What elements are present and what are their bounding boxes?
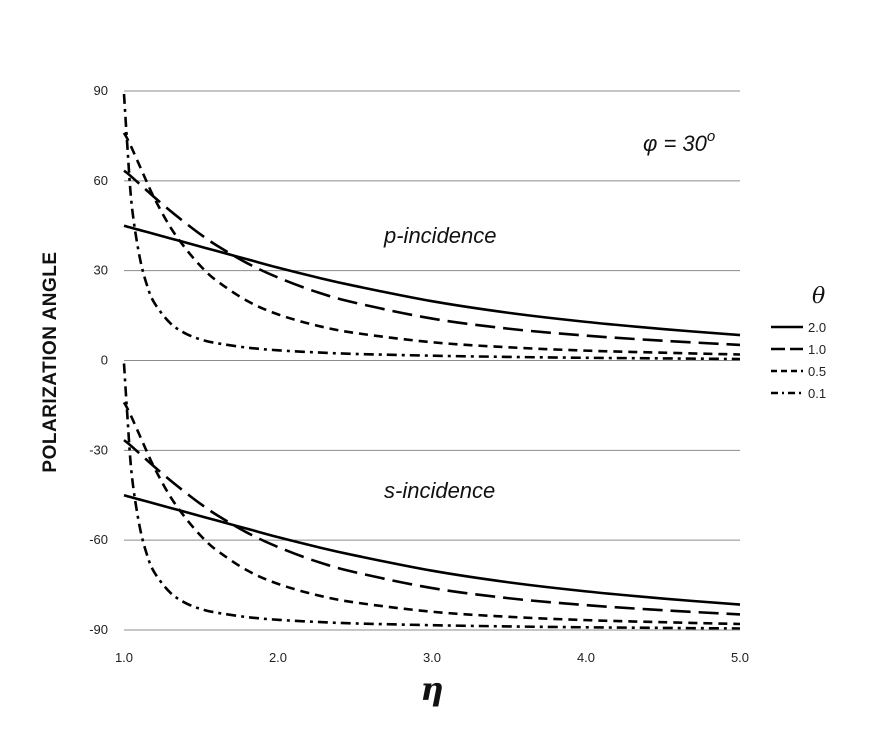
p-incidence-label: p-incidence [383,223,497,248]
series-line-p-incidence-theta-2.0 [123,224,741,337]
y-axis-label: POLARIZATION ANGLE [40,251,61,472]
legend-label-0.1: 0.1 [808,386,826,401]
series-line-s-incidence-theta-1.0 [123,439,741,616]
series-line-s-incidence-theta-2.0 [123,494,741,606]
series-line-p-incidence-theta-0.5 [122,132,741,356]
phi-annotation-text: φ = 30 [643,131,708,156]
y-tick-labels: 90 60 30 0 -30 -60 -90 [89,83,108,637]
legend-label-1.0: 1.0 [808,342,826,357]
legend-title: θ [812,284,825,309]
y-tick-label: 90 [94,83,108,98]
y-tick-label: 60 [94,173,108,188]
x-tick-label: 4.0 [577,650,595,665]
series-line-p-incidence-theta-1.0 [123,169,741,347]
series-line-s-incidence-theta-0.5 [122,401,741,626]
y-tick-label: 0 [101,353,108,368]
series-line-p-incidence-theta-0.1 [122,93,741,361]
phi-annotation: φ = 30o [643,128,715,156]
x-tick-label: 3.0 [423,650,441,665]
x-tick-label: 5.0 [731,650,749,665]
y-tick-label: 30 [94,263,108,278]
gridlines [124,90,740,541]
y-tick-label: -90 [89,622,108,637]
legend: θ 2.0 1.0 0.5 0.1 [771,284,826,401]
legend-label-0.5: 0.5 [808,364,826,379]
x-tick-label: 1.0 [115,650,133,665]
x-tick-labels: 1.0 2.0 3.0 4.0 5.0 [115,650,749,665]
y-tick-label: -30 [89,442,108,457]
x-axis-label: η [420,670,443,708]
s-incidence-label: s-incidence [384,478,495,503]
phi-annotation-superscript: o [707,128,715,145]
legend-label-2.0: 2.0 [808,320,826,335]
series-line-s-incidence-theta-0.1 [122,363,741,630]
y-tick-label: -60 [89,532,108,547]
curves [122,93,741,630]
x-tick-label: 2.0 [269,650,287,665]
